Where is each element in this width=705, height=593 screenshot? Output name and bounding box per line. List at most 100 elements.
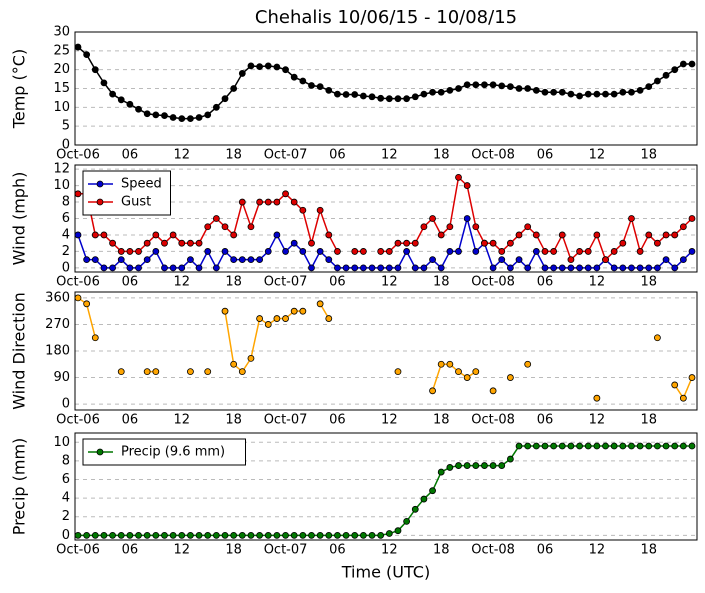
- data-point: [610, 264, 618, 272]
- data-point: [100, 231, 108, 239]
- data-point: [325, 315, 333, 322]
- data-point: [273, 315, 281, 322]
- data-point: [437, 88, 445, 96]
- data-point: [152, 368, 160, 376]
- data-point: [169, 264, 177, 272]
- data-point: [558, 231, 566, 239]
- data-point: [117, 256, 125, 264]
- data-point: [325, 256, 333, 264]
- x-tick-label: Oct-06: [56, 148, 100, 163]
- y-tick-label: 90: [53, 370, 70, 385]
- data-point: [143, 256, 151, 264]
- x-tick-label: 12: [589, 543, 606, 558]
- data-point: [377, 264, 385, 272]
- data-point: [437, 468, 445, 476]
- data-point: [83, 256, 91, 264]
- data-point: [506, 83, 514, 91]
- data-point: [238, 256, 246, 264]
- data-point: [316, 206, 324, 214]
- data-point: [420, 90, 428, 98]
- legend-box: [82, 170, 171, 216]
- data-point: [117, 531, 125, 539]
- data-point: [299, 248, 307, 255]
- data-point: [178, 264, 186, 272]
- x-tick-label: 12: [589, 275, 606, 290]
- data-point: [506, 264, 514, 272]
- data-point: [74, 531, 82, 539]
- data-point: [187, 256, 194, 264]
- data-point: [610, 248, 618, 255]
- x-tick-label: 06: [537, 148, 554, 163]
- data-point: [126, 248, 134, 255]
- data-point: [316, 531, 324, 539]
- data-point: [83, 531, 91, 539]
- data-point: [161, 239, 168, 247]
- data-point: [619, 239, 627, 247]
- data-point: [593, 264, 601, 272]
- data-point: [671, 66, 679, 74]
- data-point: [671, 231, 679, 239]
- y-tick-label: 10: [53, 178, 70, 193]
- data-point: [394, 527, 402, 535]
- data-point: [273, 198, 281, 206]
- data-point: [403, 517, 411, 525]
- data-point: [593, 90, 601, 98]
- data-point: [359, 92, 367, 100]
- data-point: [550, 88, 558, 96]
- y-tick-label: 2: [62, 509, 70, 524]
- data-point: [230, 360, 238, 368]
- data-point: [671, 264, 679, 272]
- data-point: [109, 531, 116, 539]
- data-point: [688, 374, 696, 381]
- data-point: [411, 264, 419, 272]
- data-point: [628, 264, 635, 272]
- data-point: [463, 374, 471, 381]
- x-tick-label: 06: [122, 148, 139, 163]
- data-point: [411, 239, 419, 247]
- data-point: [152, 111, 160, 119]
- data-point: [455, 173, 462, 181]
- data-point: [385, 264, 393, 272]
- data-point: [584, 264, 592, 272]
- data-point: [498, 256, 506, 264]
- data-point: [524, 360, 532, 368]
- data-point: [515, 231, 523, 239]
- data-point: [532, 442, 540, 450]
- data-point: [628, 215, 635, 222]
- data-point: [187, 239, 194, 247]
- data-point: [212, 531, 220, 539]
- data-point: [100, 79, 108, 87]
- data-point: [593, 394, 601, 402]
- y-tick-label: 360: [45, 290, 70, 305]
- data-point: [489, 462, 497, 469]
- y-tick-label: 25: [53, 43, 70, 58]
- data-point: [256, 531, 264, 539]
- data-point: [420, 495, 428, 503]
- data-point: [636, 442, 644, 450]
- data-point: [550, 442, 558, 450]
- data-point: [325, 531, 333, 539]
- data-point: [472, 368, 480, 376]
- data-point: [437, 264, 445, 272]
- data-point: [602, 442, 609, 450]
- data-point: [143, 368, 151, 376]
- y-tick-label: 4: [62, 491, 70, 506]
- data-point: [308, 531, 315, 539]
- data-point: [230, 531, 238, 539]
- data-point: [264, 248, 272, 255]
- data-point: [489, 81, 497, 89]
- data-point: [264, 531, 272, 539]
- data-point: [230, 256, 238, 264]
- x-tick-label: 18: [640, 543, 657, 558]
- data-point: [463, 215, 471, 222]
- x-tick-label: 06: [537, 543, 554, 558]
- data-point: [204, 531, 212, 539]
- data-point: [221, 248, 229, 255]
- data-point: [256, 198, 264, 206]
- data-point: [394, 368, 402, 376]
- data-point: [550, 264, 558, 272]
- x-tick-label: Oct-08: [471, 275, 515, 290]
- x-tick-label: Oct-06: [56, 275, 100, 290]
- y-tick-label: 15: [53, 81, 70, 96]
- data-point: [463, 182, 471, 189]
